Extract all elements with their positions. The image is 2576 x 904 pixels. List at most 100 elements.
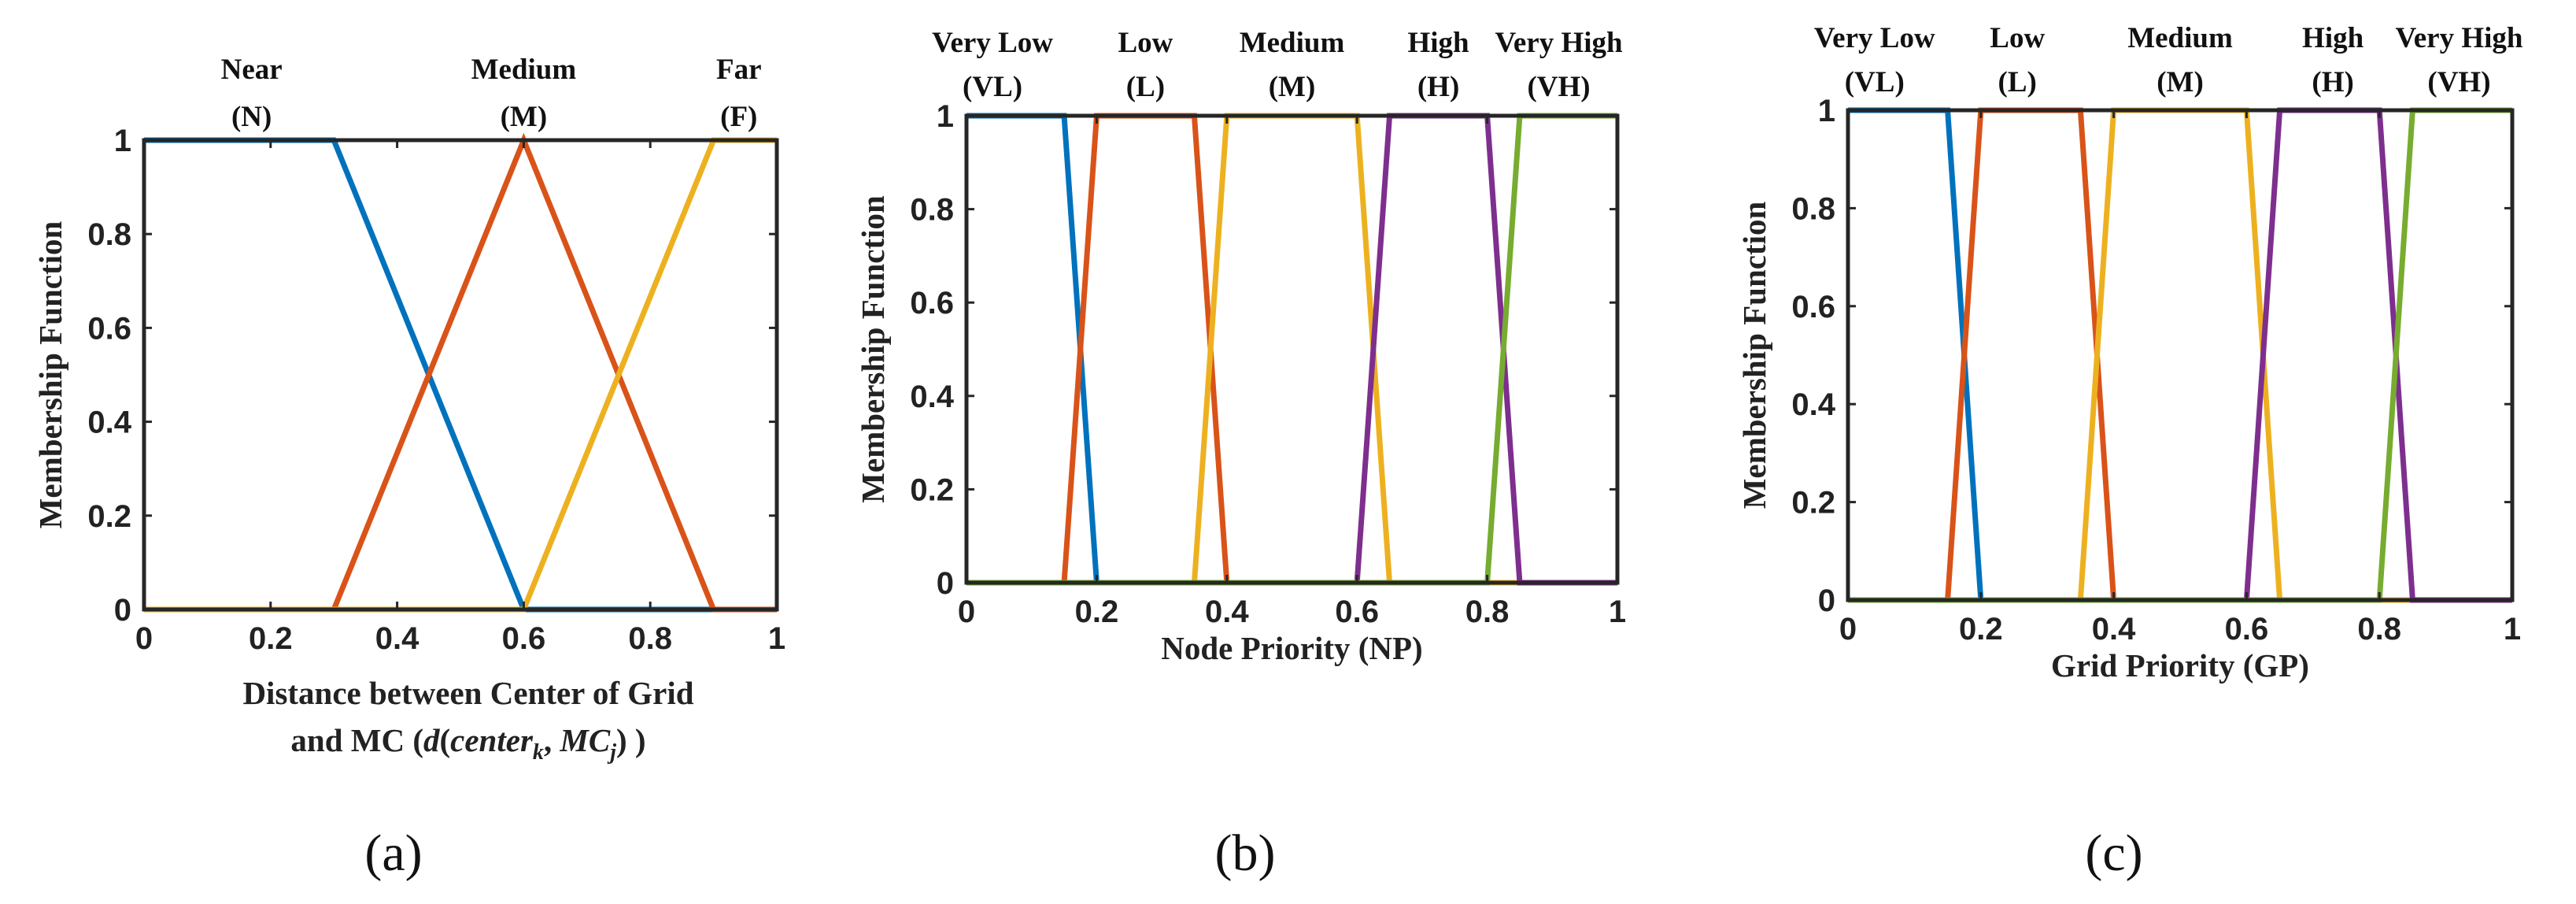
series-line-far <box>144 137 777 613</box>
y-tick-label: 0.8 <box>910 193 954 228</box>
x-tick-label: 0.2 <box>1075 595 1119 629</box>
series-line-near <box>144 137 777 613</box>
x-tick-label: 0.4 <box>2092 612 2136 647</box>
mf-abbr-medium: (M) <box>1269 71 1316 103</box>
x-tick-label: 0 <box>958 595 975 629</box>
x-tick-label: 0.6 <box>1335 595 1379 629</box>
mf-label-high: High <box>1408 27 1470 59</box>
series-line-very-high <box>1848 107 2512 603</box>
mf-abbr-near: (N) <box>231 101 272 133</box>
series-line-very-low <box>1848 107 2512 603</box>
x-label-prefix: and MC ( <box>290 722 423 758</box>
chart-panel-3: 0 0.2 0.4 0.6 0.8 1 0 0.2 0.4 0.6 0.8 1 Membership F… <box>1736 22 2523 882</box>
x-label-math-mc: MC <box>559 722 610 758</box>
series-line-low <box>966 113 1617 586</box>
x-axis-label: Grid Priority (GP) <box>2051 647 2309 684</box>
x-label-math-sub-k: k <box>533 740 544 765</box>
y-tick-label: 0.2 <box>1791 486 1835 521</box>
series-line-medium <box>1848 107 2512 603</box>
y-tick-label: 0.6 <box>910 286 954 320</box>
y-tick-label: 0.4 <box>87 406 131 440</box>
x-label-comma: , <box>544 722 560 758</box>
series-line-very-high <box>966 113 1617 586</box>
x-tick-label: 1 <box>1609 595 1626 629</box>
x-label-math-center: center <box>450 722 534 758</box>
x-tick-label: 0.4 <box>375 621 419 656</box>
series-line-very-low <box>966 113 1617 586</box>
mf-abbr-very-high: (VH) <box>1527 71 1590 103</box>
y-tick-label: 1 <box>937 99 954 134</box>
mf-abbr-high: (H) <box>2312 66 2353 98</box>
x-tick-label: 0.4 <box>1205 595 1249 629</box>
y-axis-label: Membership Function <box>855 195 891 503</box>
mf-label-medium: Medium <box>471 54 577 86</box>
x-tick-label: 1 <box>2504 612 2521 647</box>
axes-frame <box>1846 108 2515 602</box>
y-tick-label: 1 <box>114 124 131 158</box>
series-line-low <box>1848 107 2512 603</box>
x-tick-label: 0.2 <box>249 621 293 656</box>
mf-label-very-low: Very Low <box>1814 22 1935 54</box>
mf-label-far: Far <box>716 54 762 86</box>
x-tick-label: 0 <box>135 621 153 656</box>
y-tick-label: 0.2 <box>910 472 954 507</box>
x-label-paren-close: ) <box>616 722 635 758</box>
mf-label-low: Low <box>1990 22 2045 54</box>
mf-abbr-very-high: (VH) <box>2427 66 2490 98</box>
mf-label-high: High <box>2302 22 2364 54</box>
y-tick-label: 0 <box>1818 584 1835 618</box>
x-axis-label: Node Priority (NP) <box>1161 630 1422 666</box>
mf-label-very-high: Very High <box>2395 22 2522 54</box>
chart-panel-1: 0 0.2 0.4 0.6 0.8 1 0 0.2 0.4 0.6 0.8 1 Membership F… <box>32 54 785 882</box>
mf-label-very-high: Very High <box>1495 27 1623 59</box>
mf-abbr-high: (H) <box>1417 71 1459 103</box>
mf-abbr-low: (L) <box>1126 71 1165 103</box>
mf-label-medium: Medium <box>2127 22 2233 54</box>
y-tick-label: 0.4 <box>910 380 954 414</box>
axes-frame <box>142 138 779 612</box>
mf-abbr-medium: (M) <box>501 101 548 133</box>
y-axis-label: Membership Function <box>32 220 68 528</box>
series-line-high <box>1848 107 2512 603</box>
mf-abbr-far: (F) <box>720 101 757 133</box>
series-line-medium <box>144 132 777 613</box>
mf-abbr-very-low: (VL) <box>1845 66 1905 98</box>
x-tick-label: 0.8 <box>628 621 672 656</box>
x-label-paren-open: ( <box>440 722 451 758</box>
x-label-math-d: d <box>423 722 440 758</box>
x-tick-label: 1 <box>768 621 785 656</box>
series-line-high <box>966 113 1617 586</box>
mf-abbr-low: (L) <box>1998 66 2037 98</box>
x-tick-label: 0.6 <box>502 621 546 656</box>
y-tick-label: 0.8 <box>87 217 131 252</box>
x-axis-label-line1: Distance between Center of Grid <box>242 675 693 711</box>
y-tick-label: 0.8 <box>1791 191 1835 226</box>
x-axis-label-line2: and MC (d(centerk, MCj) ) <box>290 722 645 765</box>
x-tick-label: 0.8 <box>1465 595 1510 629</box>
x-tick-label: 0.2 <box>1959 612 2003 647</box>
y-tick-label: 0 <box>114 593 131 628</box>
panel-caption: (b) <box>1215 824 1276 882</box>
series-line-medium <box>966 113 1617 586</box>
panel-caption: (a) <box>364 824 422 882</box>
y-tick-label: 0.6 <box>87 311 131 346</box>
mf-abbr-very-low: (VL) <box>963 71 1022 103</box>
mf-label-very-low: Very Low <box>932 27 1053 59</box>
y-tick-label: 0.2 <box>87 499 131 534</box>
x-tick-label: 0.8 <box>2357 612 2401 647</box>
x-tick-label: 0.6 <box>2225 612 2269 647</box>
mf-abbr-medium: (M) <box>2157 66 2204 98</box>
x-tick-label: 0 <box>1839 612 1857 647</box>
mf-label-near: Near <box>221 54 283 86</box>
panel-caption: (c) <box>2085 824 2142 882</box>
y-tick-label: 0 <box>937 566 954 601</box>
mf-label-low: Low <box>1118 27 1173 59</box>
mf-label-medium: Medium <box>1240 27 1345 59</box>
x-label-suffix: ) <box>635 722 646 758</box>
chart-panel-2: 0 0.2 0.4 0.6 0.8 1 0 0.2 0.4 0.6 0.8 1 Membership F… <box>855 27 1626 882</box>
y-axis-label: Membership Function <box>1736 201 1772 509</box>
y-tick-label: 0.6 <box>1791 290 1835 324</box>
y-tick-label: 1 <box>1818 94 1835 128</box>
y-tick-label: 0.4 <box>1791 387 1835 422</box>
